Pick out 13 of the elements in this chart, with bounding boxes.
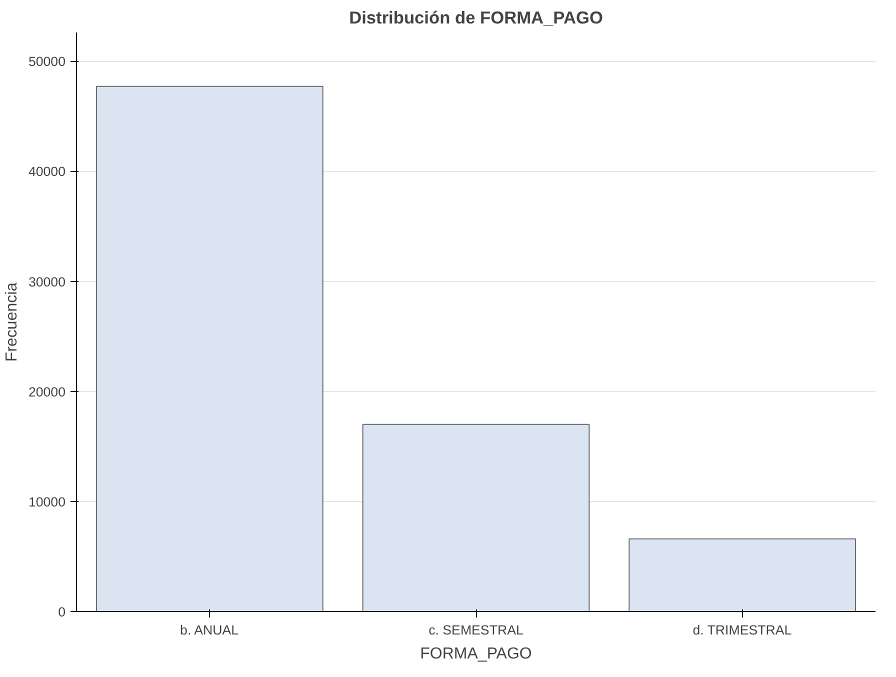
y-tick-label: 40000 [28, 164, 66, 180]
x-axis-title: FORMA_PAGO [420, 646, 532, 662]
y-tick-label: 10000 [28, 494, 66, 510]
y-axis-title: Frecuencia [3, 282, 20, 362]
x-tick-label: b. ANUAL [180, 622, 239, 638]
x-tick-label: c. SEMESTRAL [428, 622, 524, 638]
y-tick-label: 0 [58, 604, 66, 620]
x-tick-label: d. TRIMESTRAL [692, 622, 792, 638]
y-tick-label: 20000 [28, 384, 66, 400]
y-tick-label: 30000 [28, 274, 66, 290]
y-tick-label: 50000 [28, 54, 66, 70]
chart-title: Distribución de FORMA_PAGO [349, 8, 603, 28]
bar [628, 538, 856, 612]
